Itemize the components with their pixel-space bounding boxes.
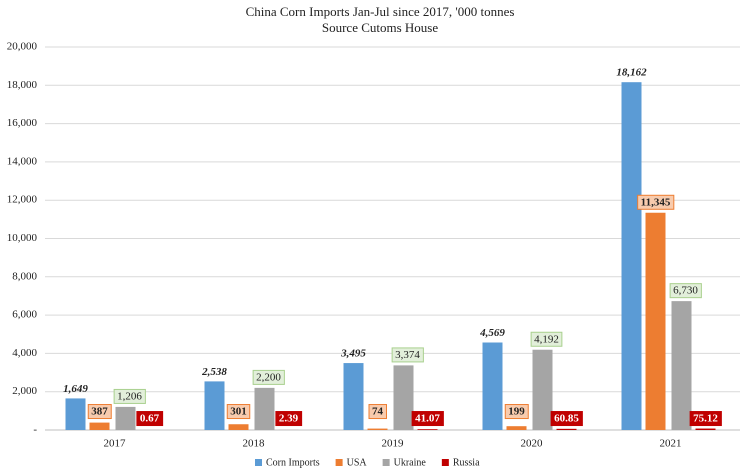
y-tick-label: - [33, 424, 37, 436]
data-label: 3,495 [340, 348, 366, 360]
data-label: 0.67 [140, 413, 160, 425]
x-tick-label: 2019 [382, 438, 405, 450]
data-label: 199 [508, 406, 525, 418]
data-label: 18,162 [616, 67, 647, 79]
bar [556, 428, 577, 430]
data-label-box [530, 331, 563, 347]
chart-title: China Corn Imports Jan-Jul since 2017, '… [246, 4, 515, 19]
bar [621, 82, 642, 431]
y-tick-label: 18,000 [7, 79, 38, 91]
bar [393, 365, 414, 430]
data-label: 2,200 [256, 371, 281, 383]
data-label: 75.12 [693, 413, 718, 425]
data-label: 2,538 [201, 366, 227, 378]
bar [204, 381, 225, 430]
y-tick-label: 16,000 [7, 117, 38, 129]
data-label: 3,374 [395, 349, 420, 361]
bar [417, 429, 438, 430]
bar [65, 398, 86, 430]
data-label-box [391, 347, 424, 363]
bar [532, 349, 553, 430]
chart-subtitle: Source Cutoms House [322, 20, 439, 35]
y-tick-label: 20,000 [7, 41, 38, 53]
legend-label: Ukraine [394, 457, 427, 468]
data-label-box [368, 404, 387, 420]
data-label-box [113, 388, 146, 404]
bar [482, 342, 503, 430]
data-label: 1,649 [63, 383, 88, 395]
data-label-box [226, 404, 251, 420]
data-label-box [637, 194, 675, 210]
bar [671, 301, 692, 430]
x-tick-label: 2018 [243, 438, 266, 450]
bar [89, 422, 110, 430]
data-label: 6,730 [673, 285, 698, 297]
bar [343, 363, 364, 430]
bar [228, 424, 249, 430]
data-label: 60.85 [554, 413, 579, 425]
data-label-box [504, 404, 529, 420]
bar [367, 428, 388, 430]
legend-label: Russia [453, 457, 480, 468]
legend-marker [335, 459, 343, 466]
y-tick-label: 6,000 [12, 309, 37, 321]
legend-marker [441, 459, 449, 466]
y-tick-label: 4,000 [12, 347, 37, 359]
data-label-box [87, 404, 112, 420]
data-label-box [689, 411, 722, 427]
legend-label: Corn Imports [266, 457, 320, 468]
data-label-box [669, 283, 702, 299]
bar [254, 387, 275, 430]
x-tick-label: 2020 [521, 438, 544, 450]
y-tick-label: 8,000 [12, 270, 37, 282]
bar [115, 406, 136, 430]
data-label-box [252, 369, 285, 385]
y-tick-label: 10,000 [7, 232, 38, 244]
x-tick-label: 2017 [104, 438, 127, 450]
y-tick-label: 14,000 [7, 155, 38, 167]
data-label-box [275, 411, 303, 427]
data-label: 301 [230, 406, 247, 418]
y-tick-label: 2,000 [12, 385, 37, 397]
data-label: 41.07 [415, 413, 440, 425]
bar [645, 212, 666, 430]
data-label: 2.39 [279, 413, 299, 425]
legend-marker [382, 459, 390, 466]
data-label: 11,345 [641, 196, 671, 208]
data-label-box [136, 411, 164, 427]
data-label: 387 [91, 406, 108, 418]
y-tick-label: 12,000 [7, 194, 38, 206]
x-tick-label: 2021 [660, 438, 682, 450]
data-label: 4,569 [479, 327, 505, 339]
legend-label: USA [347, 457, 368, 468]
data-label: 1,206 [117, 390, 142, 402]
legend-marker [255, 459, 262, 466]
bar [506, 426, 527, 430]
data-label-box [411, 411, 444, 427]
data-label: 74 [372, 406, 384, 418]
data-label-box [550, 411, 583, 427]
bar [695, 428, 716, 430]
data-label: 4,192 [534, 333, 559, 345]
